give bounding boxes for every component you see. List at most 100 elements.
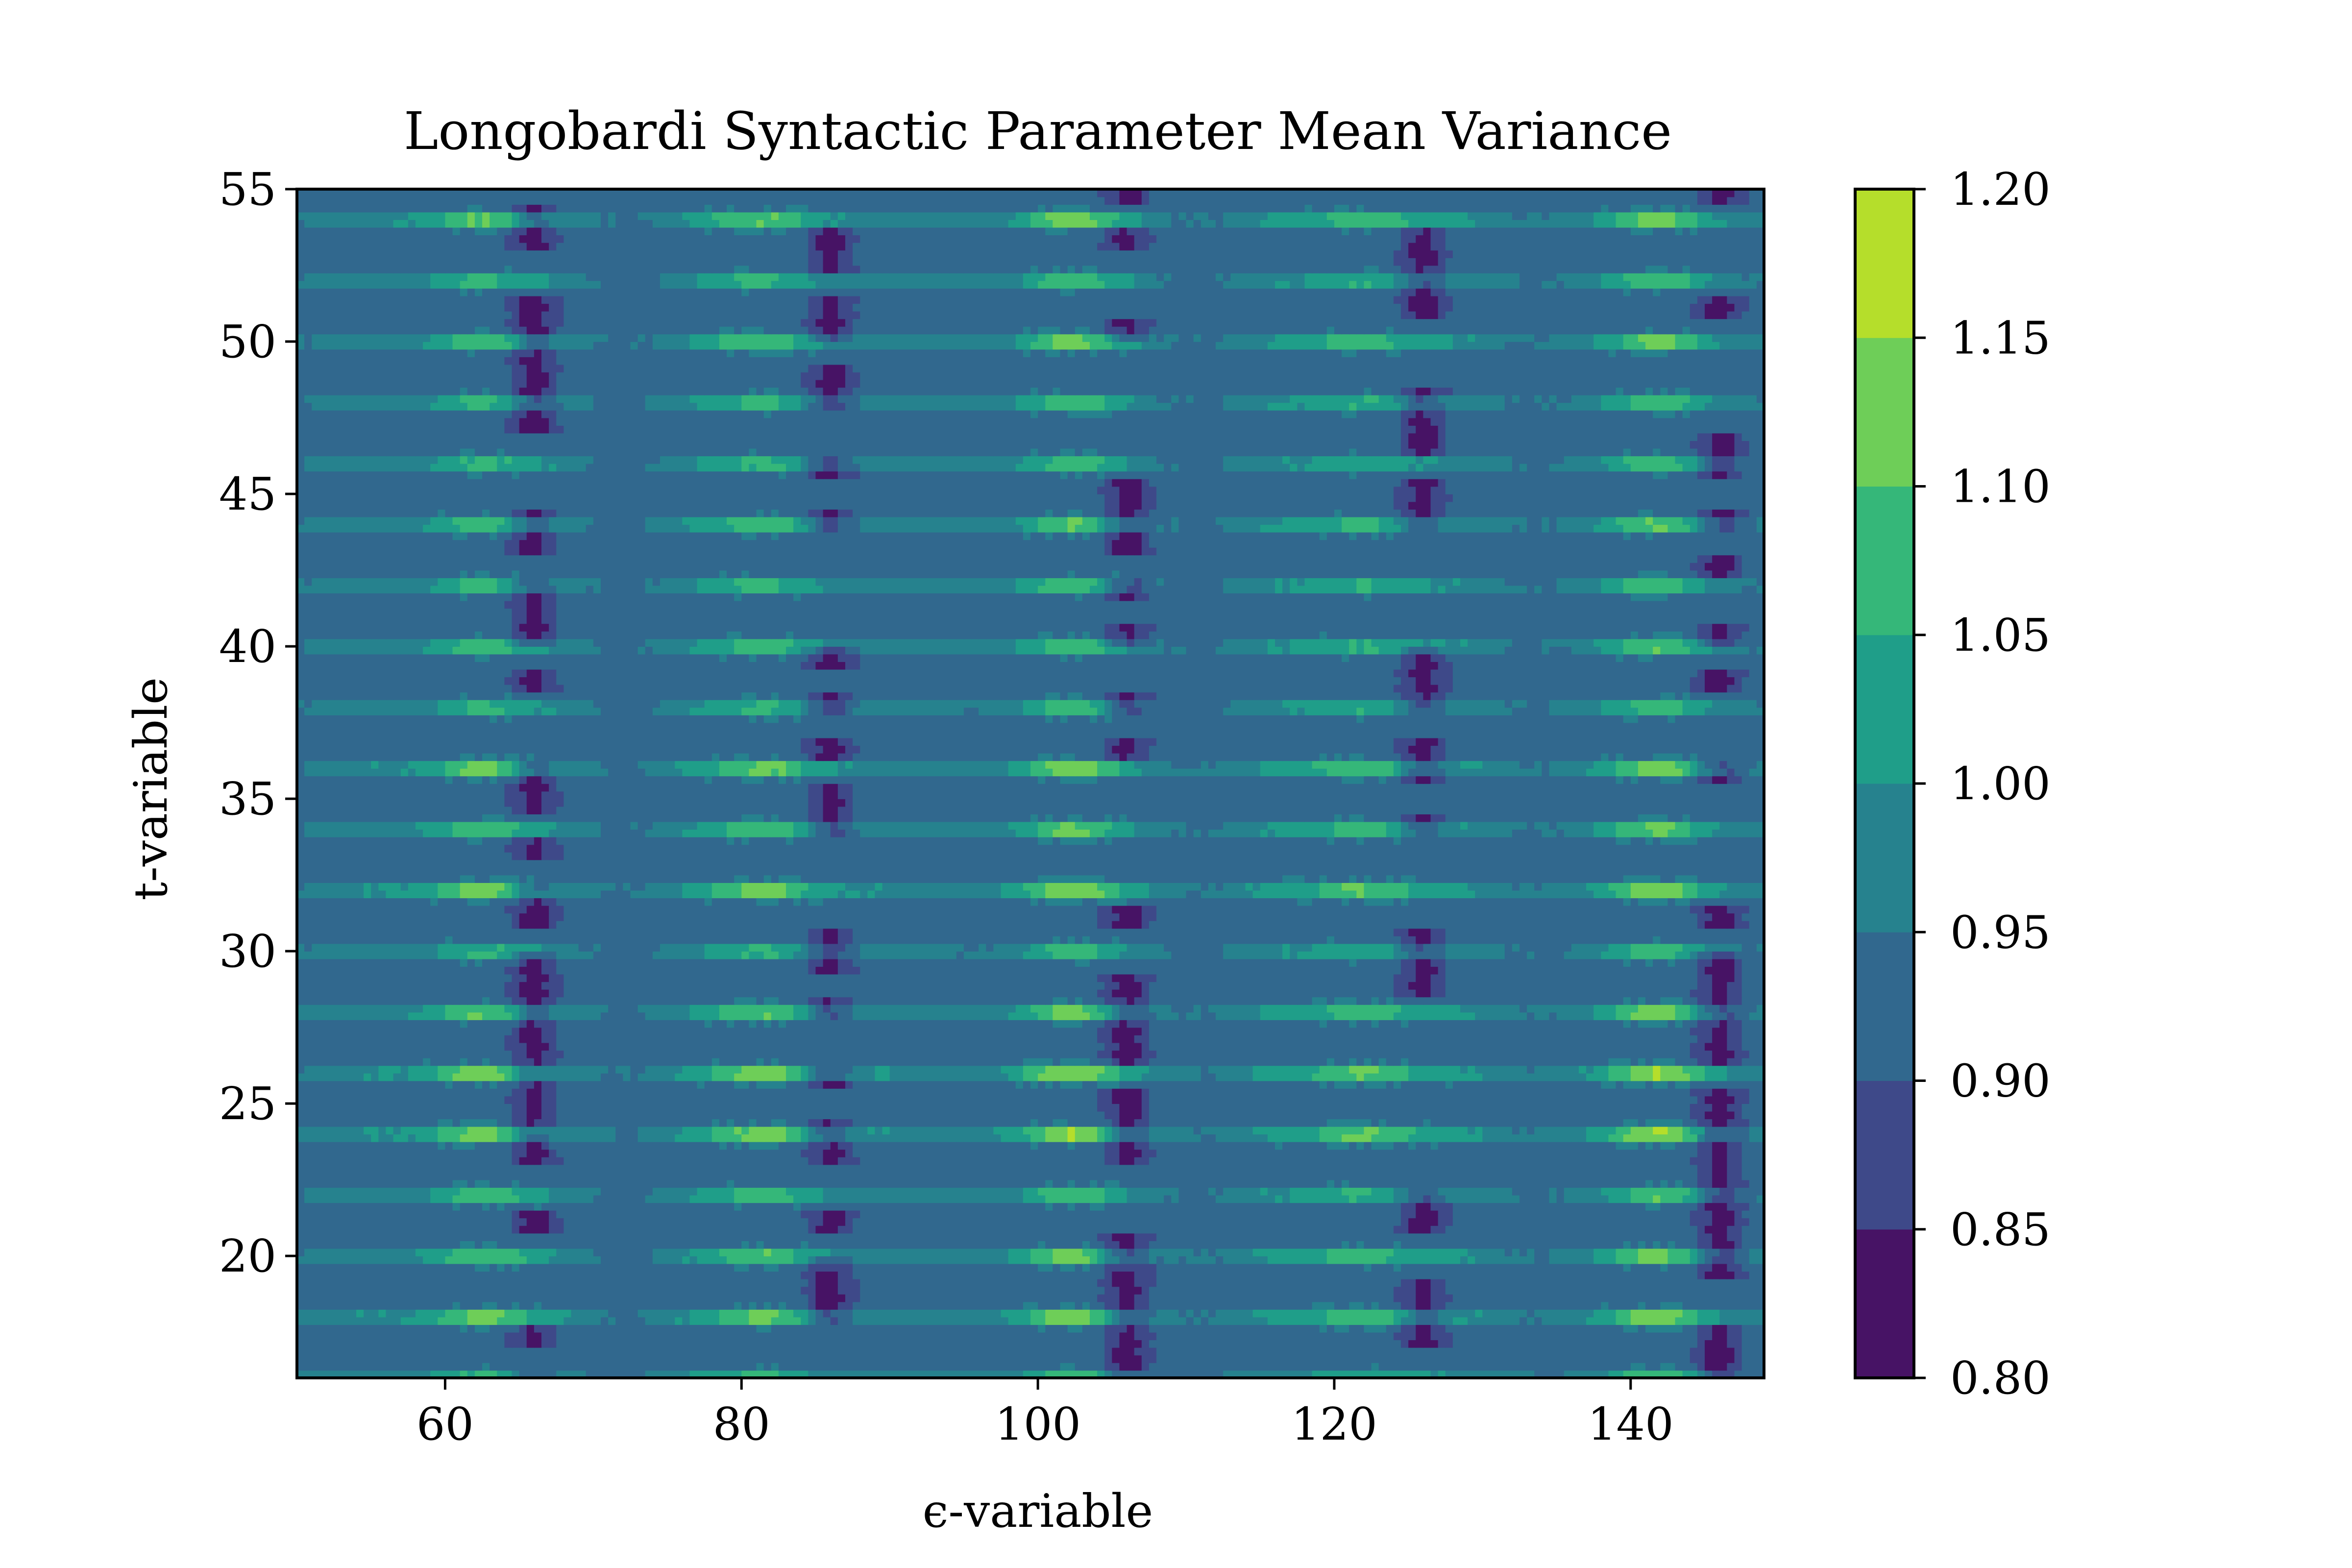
contour-cell (312, 1218, 320, 1226)
contour-cell (1756, 1317, 1764, 1325)
contour-cell (512, 1210, 520, 1219)
contour-cell (1290, 1233, 1298, 1241)
contour-cell (1171, 1256, 1179, 1264)
contour-cell (979, 1263, 987, 1272)
contour-cell (837, 1278, 846, 1287)
contour-cell (556, 1370, 564, 1378)
contour-cell (445, 1248, 453, 1256)
contour-cell (897, 1301, 905, 1310)
contour-cell (1008, 1195, 1016, 1203)
contour-cell (1089, 1317, 1098, 1325)
contour-cell (526, 1332, 535, 1341)
contour-cell (504, 1286, 513, 1295)
contour-cell (727, 1241, 735, 1249)
contour-cell (1260, 1294, 1268, 1302)
contour-cell (326, 1301, 335, 1310)
contour-cell (1082, 1286, 1090, 1295)
contour-cell (482, 1317, 490, 1325)
contour-cell (1549, 1233, 1557, 1241)
contour-cell (1245, 1286, 1253, 1295)
contour-cell (963, 1317, 972, 1325)
contour-cell (867, 1355, 876, 1363)
contour-cell (1719, 1278, 1728, 1287)
contour-cell (341, 1263, 349, 1272)
contour-cell (1534, 1271, 1543, 1279)
contour-cell (1705, 1370, 1713, 1378)
contour-cell (1001, 1187, 1009, 1196)
contour-cell (1089, 1332, 1098, 1341)
contour-cell (378, 1362, 387, 1371)
contour-cell (1075, 1332, 1083, 1341)
contour-cell (1416, 1347, 1424, 1356)
contour-cell (675, 1271, 683, 1279)
contour-cell (615, 1271, 624, 1279)
contour-cell (793, 1324, 802, 1333)
contour-cell (304, 1218, 313, 1226)
contour-cell (1504, 1225, 1513, 1234)
contour-cell (556, 1332, 564, 1341)
contour-cell (1015, 1362, 1024, 1371)
contour-cell (1030, 1241, 1038, 1249)
contour-cell (1193, 1256, 1201, 1264)
contour-cell (912, 1218, 920, 1226)
contour-cell (1023, 1286, 1031, 1295)
contour-cell (1430, 1324, 1439, 1333)
contour-cell (1127, 1241, 1135, 1249)
contour-cell (334, 1195, 342, 1203)
contour-cell (1705, 1309, 1713, 1318)
contour-cell (1312, 1278, 1320, 1287)
contour-cell (1319, 1332, 1327, 1341)
contour-cell (756, 1256, 764, 1264)
contour-cell (875, 1370, 883, 1378)
contour-cell (423, 1233, 431, 1241)
contour-cell (334, 1317, 342, 1325)
contour-cell (1749, 1248, 1757, 1256)
contour-cell (1245, 1233, 1253, 1241)
contour-cell (1326, 1294, 1335, 1302)
contour-cell (1712, 1317, 1720, 1325)
contour-cell (956, 1241, 964, 1249)
contour-cell (445, 1362, 453, 1371)
contour-cell (1364, 1187, 1372, 1196)
contour-cell (497, 1286, 505, 1295)
contour-cell (600, 1233, 609, 1241)
contour-cell (771, 1340, 779, 1348)
contour-cell (1104, 1256, 1113, 1264)
contour-cell (1208, 1225, 1216, 1234)
contour-cell (1623, 1347, 1631, 1356)
contour-cell (408, 1347, 416, 1356)
contour-cell (801, 1241, 809, 1249)
contour-cell (882, 1324, 890, 1333)
contour-cell (564, 1301, 572, 1310)
contour-cell (474, 1195, 483, 1203)
contour-cell (889, 1355, 898, 1363)
contour-cell (1260, 1225, 1268, 1234)
contour-cell (1542, 1263, 1550, 1272)
contour-cell (823, 1317, 831, 1325)
contour-cell (1023, 1195, 1031, 1203)
contour-cell (1312, 1248, 1320, 1256)
contour-cell (1156, 1317, 1164, 1325)
contour-cell (667, 1286, 675, 1295)
contour-cell (1371, 1355, 1379, 1363)
contour-cell (1193, 1347, 1201, 1356)
contour-cell (1416, 1294, 1424, 1302)
contour-cell (1104, 1347, 1113, 1356)
contour-cell (504, 1263, 513, 1272)
contour-cell (934, 1225, 942, 1234)
contour-cell (512, 1248, 520, 1256)
contour-cell (1727, 1278, 1735, 1287)
contour-cell (1504, 1324, 1513, 1333)
contour-cell (1045, 1332, 1054, 1341)
contour-cell (1527, 1218, 1535, 1226)
contour-cell (1630, 1362, 1639, 1371)
contour-cell (1334, 1256, 1342, 1264)
contour-cell (1245, 1187, 1253, 1196)
contour-cell (1230, 1301, 1239, 1310)
contour-cell (1741, 1256, 1750, 1264)
contour-cell (1741, 1278, 1750, 1287)
contour-cell (927, 1340, 935, 1348)
contour-cell (319, 1324, 327, 1333)
contour-cell (853, 1210, 861, 1219)
contour-cell (541, 1218, 549, 1226)
